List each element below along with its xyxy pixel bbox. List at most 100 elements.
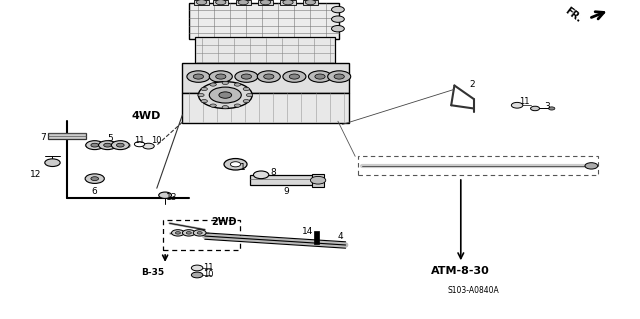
Circle shape [86, 141, 104, 150]
Circle shape [246, 93, 253, 97]
Text: 10: 10 [152, 136, 162, 145]
Circle shape [219, 92, 232, 98]
Circle shape [310, 176, 326, 184]
Bar [236, 0, 251, 5]
Text: 14: 14 [302, 227, 314, 236]
Bar [258, 0, 273, 5]
Circle shape [283, 71, 306, 82]
Bar [163, 220, 240, 250]
Circle shape [191, 272, 203, 278]
Circle shape [198, 82, 252, 108]
Bar [189, 3, 339, 39]
Circle shape [234, 104, 241, 107]
Circle shape [209, 71, 232, 82]
Bar [303, 0, 318, 5]
Circle shape [172, 230, 184, 236]
Bar [194, 0, 209, 5]
Text: 8: 8 [270, 168, 276, 177]
Text: FR.: FR. [563, 6, 584, 25]
Text: 5: 5 [108, 134, 113, 143]
Circle shape [116, 143, 124, 147]
Circle shape [175, 232, 180, 234]
Circle shape [99, 141, 116, 150]
Text: 4: 4 [338, 232, 344, 241]
Bar [48, 133, 86, 139]
Circle shape [111, 141, 129, 150]
Circle shape [159, 192, 172, 198]
Text: 6: 6 [92, 187, 97, 196]
Circle shape [85, 174, 104, 183]
Bar [182, 93, 349, 123]
Circle shape [243, 87, 250, 91]
Circle shape [253, 171, 269, 179]
Circle shape [182, 230, 195, 236]
Bar [195, 37, 335, 64]
Circle shape [531, 106, 540, 111]
Circle shape [548, 107, 555, 110]
Circle shape [104, 143, 111, 147]
Circle shape [45, 159, 60, 167]
Circle shape [216, 74, 226, 79]
Bar [358, 156, 598, 175]
Circle shape [315, 74, 325, 79]
Text: 1: 1 [241, 163, 246, 172]
Circle shape [234, 83, 241, 86]
Bar [213, 0, 228, 5]
Text: 3: 3 [544, 102, 550, 111]
Circle shape [289, 74, 300, 79]
Text: 11: 11 [520, 97, 530, 106]
Circle shape [191, 265, 203, 271]
Circle shape [257, 71, 280, 82]
Circle shape [134, 142, 145, 147]
Text: 2: 2 [470, 80, 475, 89]
Text: 4WD: 4WD [131, 111, 161, 122]
Circle shape [222, 106, 228, 109]
Circle shape [222, 81, 228, 85]
Text: 12: 12 [29, 170, 41, 179]
Circle shape [243, 100, 250, 103]
Circle shape [260, 0, 271, 5]
Circle shape [201, 87, 207, 91]
Text: S103-A0840A: S103-A0840A [448, 286, 499, 295]
Circle shape [308, 71, 332, 82]
Circle shape [196, 0, 207, 5]
Circle shape [264, 74, 274, 79]
Circle shape [305, 0, 316, 5]
Circle shape [283, 0, 293, 5]
Bar [250, 175, 317, 185]
Circle shape [209, 87, 241, 103]
Text: 11: 11 [204, 263, 214, 272]
Circle shape [143, 143, 154, 149]
Text: 9: 9 [284, 187, 289, 196]
Circle shape [328, 71, 351, 82]
Circle shape [197, 232, 202, 234]
Circle shape [198, 93, 204, 97]
Bar [314, 231, 319, 244]
Circle shape [187, 71, 210, 82]
Circle shape [332, 6, 344, 13]
Circle shape [224, 159, 247, 170]
Text: 10: 10 [204, 271, 214, 279]
Circle shape [334, 74, 344, 79]
Text: 11: 11 [134, 136, 145, 145]
Circle shape [201, 100, 207, 103]
Text: 2WD: 2WD [211, 217, 237, 227]
Circle shape [511, 102, 523, 108]
Circle shape [585, 163, 598, 169]
Bar [280, 0, 296, 5]
Circle shape [332, 16, 344, 22]
Text: 13: 13 [166, 193, 177, 202]
Circle shape [193, 230, 206, 236]
Circle shape [91, 143, 99, 147]
Bar [312, 174, 324, 187]
Circle shape [332, 26, 344, 32]
Circle shape [193, 74, 204, 79]
Circle shape [216, 0, 226, 5]
Text: ATM-8-30: ATM-8-30 [431, 265, 490, 276]
Circle shape [210, 83, 216, 86]
Circle shape [241, 74, 252, 79]
Circle shape [230, 162, 241, 167]
Circle shape [235, 71, 258, 82]
Circle shape [238, 0, 248, 5]
Circle shape [91, 177, 99, 181]
